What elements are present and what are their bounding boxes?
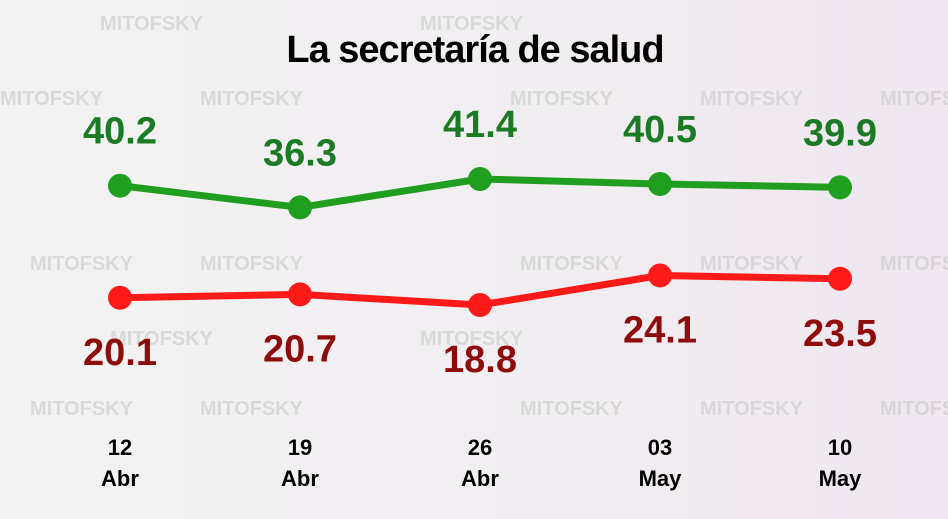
data-label: 24.1 [623, 309, 697, 351]
data-label: 20.1 [83, 332, 157, 374]
point [288, 282, 312, 306]
watermark: MITOFSKY [30, 398, 134, 420]
watermark: MITOFSKY [880, 253, 948, 275]
point [648, 172, 672, 196]
watermark: MITOFSKY [30, 253, 134, 275]
watermark: MITOFSKY [700, 398, 804, 420]
x-tick-label: 19 Abr [270, 432, 330, 494]
watermark: MITOFSKY [200, 398, 304, 420]
data-label: 23.5 [803, 313, 877, 355]
data-label: 39.9 [803, 112, 877, 154]
point [108, 174, 132, 198]
watermark: MITOFSKY [880, 398, 948, 420]
watermark: MITOFSKY [0, 88, 104, 110]
x-tick-label: 10 May [810, 432, 870, 494]
watermark: MITOFSKY [200, 88, 304, 110]
data-label: 40.2 [83, 111, 157, 153]
x-tick-label: 12 Abr [90, 432, 150, 494]
point [648, 263, 672, 287]
watermark: MITOFSKY [700, 88, 804, 110]
point [828, 267, 852, 291]
watermark: MITOFSKY [520, 253, 624, 275]
point [288, 195, 312, 219]
watermark: MITOFSKY [510, 88, 614, 110]
point [468, 293, 492, 317]
chart-title: La secretaría de salud [286, 29, 663, 71]
x-tick-label: 26 Abr [450, 432, 510, 494]
x-tick-label: 03 May [630, 432, 690, 494]
data-label: 40.5 [623, 109, 697, 151]
watermark: MITOFSKY [700, 253, 804, 275]
data-label: 41.4 [443, 104, 517, 146]
watermark: MITOFSKY [520, 398, 624, 420]
point [468, 167, 492, 191]
point [108, 286, 132, 310]
point [828, 175, 852, 199]
data-label: 36.3 [263, 132, 337, 174]
data-label: 18.8 [443, 339, 517, 381]
data-label: 20.7 [263, 328, 337, 370]
watermark: MITOFSKY [200, 253, 304, 275]
watermark: MITOFSKY [880, 88, 948, 110]
chart: MITOFSKY MITOFSKY MITOFSKY MITOFSKY MITOFSKY… [0, 0, 948, 519]
watermark: MITOFSKY [100, 13, 204, 35]
